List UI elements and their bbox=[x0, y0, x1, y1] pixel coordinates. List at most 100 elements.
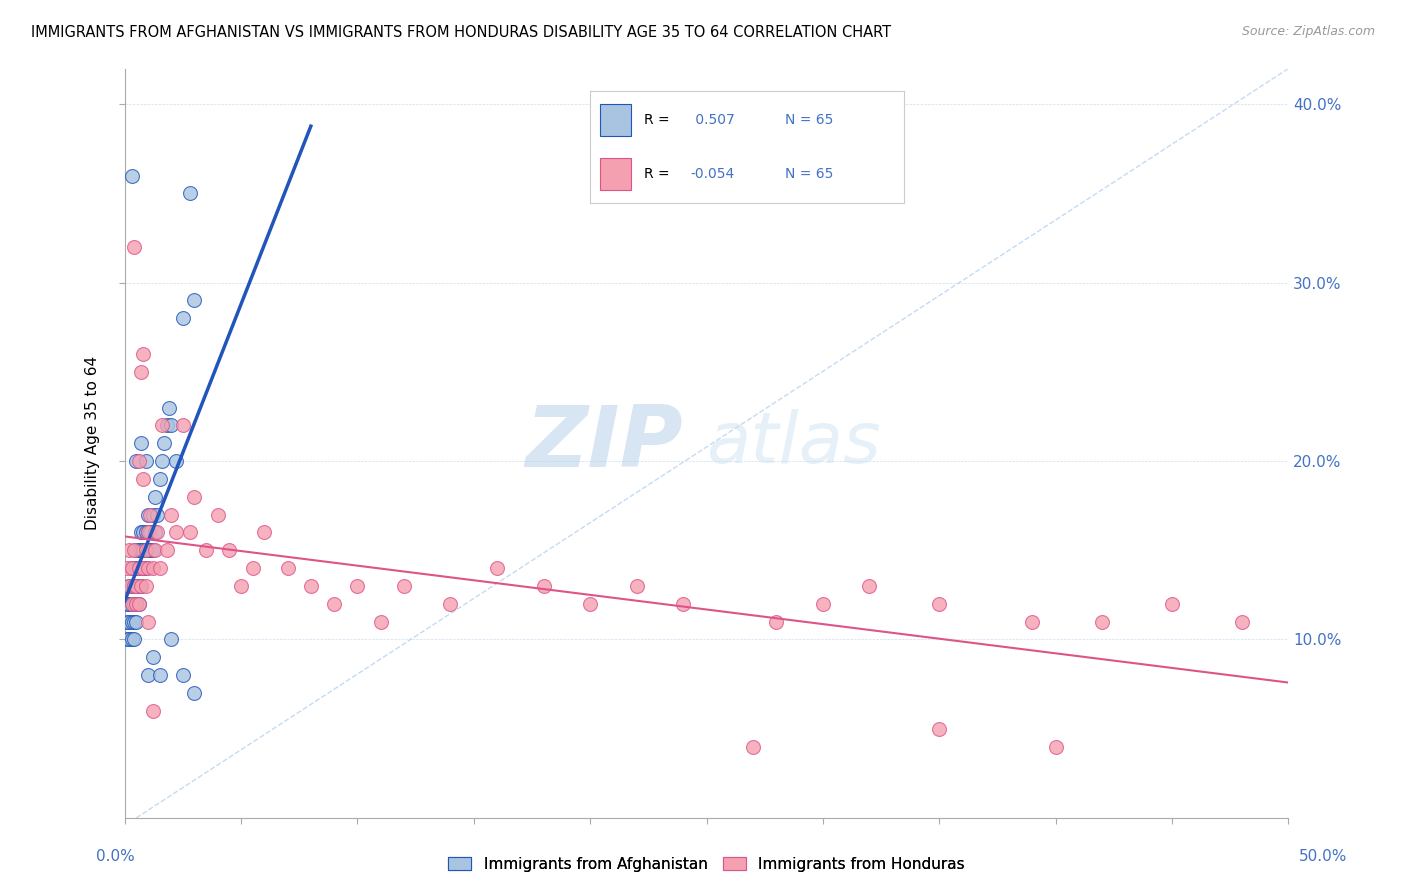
Point bbox=[141, 650, 163, 665]
Point bbox=[160, 418, 183, 433]
Point bbox=[153, 436, 176, 450]
Point bbox=[811, 597, 834, 611]
Point bbox=[129, 365, 152, 379]
Text: 50.0%: 50.0% bbox=[1299, 849, 1347, 863]
Point bbox=[118, 543, 141, 558]
Point bbox=[858, 579, 880, 593]
Point bbox=[125, 561, 148, 575]
Point bbox=[148, 472, 170, 486]
Point bbox=[135, 543, 157, 558]
Point bbox=[1091, 615, 1114, 629]
Point bbox=[121, 561, 143, 575]
Point bbox=[143, 543, 166, 558]
Point bbox=[218, 543, 240, 558]
Point bbox=[136, 668, 159, 682]
Point bbox=[242, 561, 264, 575]
Text: IMMIGRANTS FROM AFGHANISTAN VS IMMIGRANTS FROM HONDURAS DISABILITY AGE 35 TO 64 : IMMIGRANTS FROM AFGHANISTAN VS IMMIGRANT… bbox=[31, 25, 891, 40]
Y-axis label: Disability Age 35 to 64: Disability Age 35 to 64 bbox=[86, 356, 100, 530]
Point bbox=[121, 561, 143, 575]
Point bbox=[129, 543, 152, 558]
Point bbox=[125, 579, 148, 593]
Point bbox=[172, 418, 194, 433]
Point bbox=[1161, 597, 1184, 611]
Point bbox=[118, 615, 141, 629]
Point bbox=[143, 525, 166, 540]
Point bbox=[122, 632, 145, 647]
Point bbox=[132, 472, 155, 486]
Point bbox=[121, 597, 143, 611]
Point bbox=[136, 525, 159, 540]
Point bbox=[132, 561, 155, 575]
Point bbox=[1045, 739, 1067, 754]
Point bbox=[115, 561, 138, 575]
Text: atlas: atlas bbox=[707, 409, 882, 478]
Point bbox=[128, 454, 150, 468]
Point bbox=[128, 579, 150, 593]
Point bbox=[183, 293, 205, 308]
Point bbox=[128, 543, 150, 558]
Point bbox=[148, 561, 170, 575]
Point bbox=[253, 525, 276, 540]
Point bbox=[118, 632, 141, 647]
Point bbox=[129, 436, 152, 450]
Point bbox=[928, 722, 950, 736]
Point bbox=[135, 454, 157, 468]
Point bbox=[122, 615, 145, 629]
Point bbox=[150, 418, 173, 433]
Point bbox=[146, 525, 169, 540]
Point bbox=[129, 525, 152, 540]
Point bbox=[136, 615, 159, 629]
Point bbox=[928, 597, 950, 611]
Point bbox=[136, 561, 159, 575]
Point bbox=[160, 508, 183, 522]
Point bbox=[207, 508, 229, 522]
Point bbox=[122, 543, 145, 558]
Point bbox=[135, 579, 157, 593]
Point bbox=[125, 579, 148, 593]
Point bbox=[128, 597, 150, 611]
Point bbox=[141, 561, 163, 575]
Point bbox=[323, 597, 346, 611]
Point bbox=[765, 615, 787, 629]
Point bbox=[742, 739, 765, 754]
Point bbox=[132, 543, 155, 558]
Point bbox=[129, 561, 152, 575]
Point bbox=[626, 579, 648, 593]
Point bbox=[135, 543, 157, 558]
Point bbox=[118, 579, 141, 593]
Point bbox=[141, 704, 163, 718]
Point bbox=[141, 543, 163, 558]
Point bbox=[370, 615, 392, 629]
Point bbox=[1230, 615, 1253, 629]
Point bbox=[1021, 615, 1043, 629]
Text: Source: ZipAtlas.com: Source: ZipAtlas.com bbox=[1241, 25, 1375, 38]
Text: ZIP: ZIP bbox=[526, 401, 683, 484]
Point bbox=[139, 508, 162, 522]
Point bbox=[486, 561, 509, 575]
Point bbox=[121, 632, 143, 647]
Point bbox=[125, 597, 148, 611]
Point bbox=[392, 579, 415, 593]
Point bbox=[277, 561, 299, 575]
Point bbox=[165, 525, 187, 540]
Point bbox=[125, 615, 148, 629]
Point bbox=[115, 597, 138, 611]
Point bbox=[439, 597, 461, 611]
Point bbox=[132, 525, 155, 540]
Point bbox=[128, 597, 150, 611]
Point bbox=[195, 543, 218, 558]
Point bbox=[229, 579, 252, 593]
Point bbox=[179, 186, 201, 201]
Point bbox=[533, 579, 555, 593]
Point bbox=[122, 579, 145, 593]
Point bbox=[128, 561, 150, 575]
Point bbox=[157, 401, 180, 415]
Point bbox=[132, 561, 155, 575]
Point bbox=[146, 508, 169, 522]
Point bbox=[150, 454, 173, 468]
Point bbox=[121, 579, 143, 593]
Point bbox=[160, 632, 183, 647]
Point bbox=[125, 454, 148, 468]
Point bbox=[172, 311, 194, 326]
Point bbox=[143, 490, 166, 504]
